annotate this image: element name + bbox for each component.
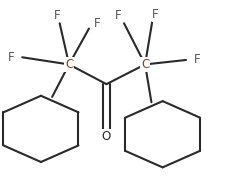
Text: F: F (152, 8, 159, 21)
Text: F: F (194, 54, 201, 66)
Text: C: C (141, 58, 149, 71)
Text: F: F (54, 9, 61, 22)
Text: F: F (115, 9, 121, 22)
Text: O: O (102, 130, 111, 142)
Text: F: F (94, 17, 100, 30)
Text: F: F (8, 51, 14, 64)
Text: C: C (65, 58, 73, 71)
